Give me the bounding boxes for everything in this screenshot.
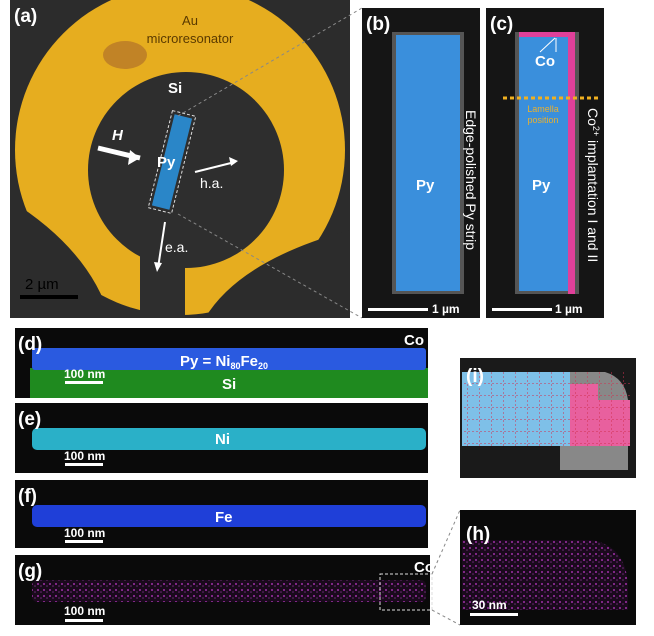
panel-label: (e) <box>18 409 41 430</box>
scale-label: 2 µm <box>25 276 59 293</box>
panel-label: (h) <box>466 524 490 545</box>
annotation: Si <box>222 376 236 393</box>
panel-b <box>362 8 480 318</box>
caption-part: implantation I and II <box>585 136 601 262</box>
panel-i <box>460 358 636 478</box>
annotation: position <box>527 115 558 125</box>
scale-label: 1 µm <box>555 302 583 316</box>
formula-part: Py = Ni <box>180 353 230 370</box>
panel-label: (g) <box>18 561 42 582</box>
panel-label: (d) <box>18 334 42 355</box>
annotation: Co <box>414 559 434 576</box>
formula-part: Fe <box>240 353 258 370</box>
scale-label: 100 nm <box>64 604 105 618</box>
caption: Edge-polished Py strip <box>463 110 479 250</box>
panel-label: (a) <box>14 6 37 27</box>
panel-a <box>10 0 350 320</box>
panel-label: (c) <box>490 14 513 35</box>
scale-label: 1 µm <box>432 302 460 316</box>
formula-part: 80 <box>230 361 240 371</box>
annotation: h.a. <box>200 175 223 191</box>
panel-label: (b) <box>366 14 390 35</box>
caption-part: 2+ <box>591 126 601 136</box>
annotation: Lamella <box>527 104 559 114</box>
scale-label: 100 nm <box>64 367 105 381</box>
annotation: Ni <box>215 431 230 448</box>
caption-part: Co <box>585 108 601 126</box>
formula-part: 20 <box>258 361 268 371</box>
panel-label: (i) <box>466 366 484 387</box>
annotation: H <box>112 127 124 144</box>
annotation: microresonator <box>147 31 234 46</box>
annotation: Py = Ni80Fe20 <box>180 353 268 371</box>
scale-label: 30 nm <box>472 598 507 612</box>
annotation: Au <box>182 13 198 28</box>
panel-label: (f) <box>18 486 37 507</box>
figure: (a) Au microresonator Si H Py h.a. e.a. … <box>0 0 654 631</box>
annotation: Co <box>535 53 555 70</box>
annotation: Si <box>168 80 182 97</box>
annotation: Py <box>157 154 176 171</box>
annotation: e.a. <box>165 239 188 255</box>
annotation: Py <box>532 177 551 194</box>
scale-label: 100 nm <box>64 449 105 463</box>
annotation: Fe <box>215 509 233 526</box>
annotation: Co <box>404 332 424 349</box>
scale-label: 100 nm <box>64 526 105 540</box>
annotation: Py <box>416 177 435 194</box>
